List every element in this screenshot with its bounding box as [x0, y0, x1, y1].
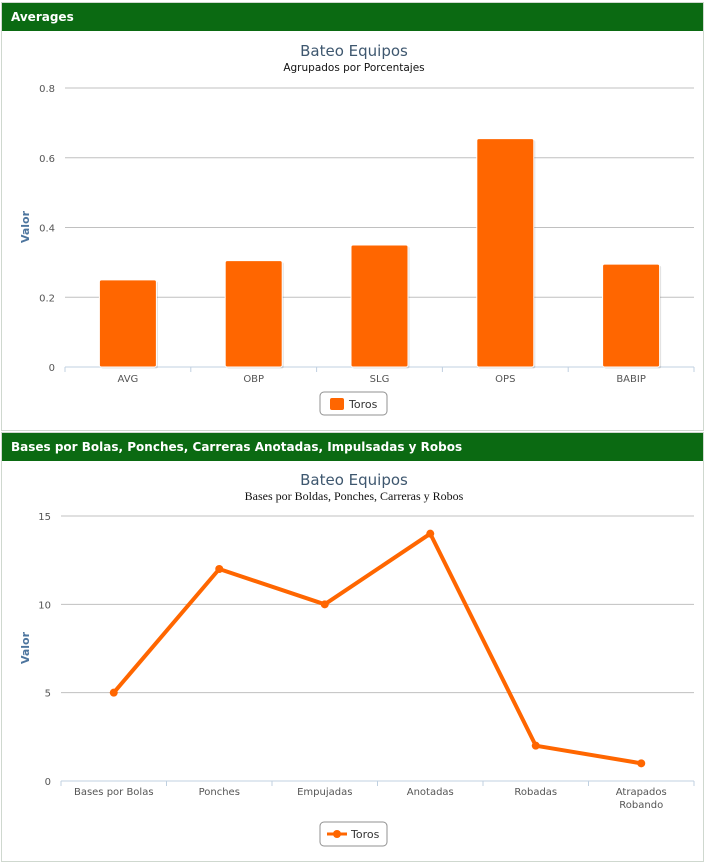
bases-panel: Bases por Bolas, Ponches, Carreras Anota… [1, 432, 704, 862]
y-tick-label: 0 [45, 777, 51, 788]
x-tick-label: Ponches [199, 787, 240, 798]
chart-title: Bateo Equipos [300, 471, 408, 489]
data-point [637, 759, 646, 768]
legend-label: Toros [350, 828, 380, 841]
bar [350, 244, 409, 368]
data-point [320, 600, 329, 609]
legend-marker [333, 830, 341, 838]
panel-header: Bases por Bolas, Ponches, Carreras Anota… [2, 433, 703, 461]
averages-panel: Averages Bateo Equipos Agrupados por Porc… [1, 2, 704, 431]
averages-bar-chart: Bateo Equipos Agrupados por Porcentajes 0 0… [19, 42, 695, 416]
data-point [426, 529, 435, 538]
bar [224, 260, 283, 368]
series-line [112, 531, 642, 766]
y-tick-label: 0.8 [39, 84, 55, 95]
legend-swatch [330, 398, 344, 410]
legend-label: Toros [348, 398, 378, 411]
chart-title: Bateo Equipos [300, 42, 408, 60]
y-axis-label: Valor [19, 631, 32, 664]
x-tick-label: Bases por Bolas [74, 787, 154, 798]
x-tick-label: Empujadas [297, 787, 352, 798]
y-tick-label: 0.4 [39, 224, 55, 235]
y-tick-label: 15 [38, 512, 51, 523]
legend: Toros [319, 391, 388, 416]
x-tick-label: OPS [495, 374, 515, 385]
y-tick-label: 0.2 [39, 293, 55, 304]
x-tick-label: Anotadas [407, 787, 454, 798]
x-tick-label: SLG [370, 374, 390, 385]
y-tick-label: 0.6 [39, 154, 55, 165]
y-tick-label: 5 [45, 689, 51, 700]
bar [476, 138, 535, 368]
data-point [531, 741, 540, 750]
x-tick-label: AVG [118, 374, 139, 385]
data-point [109, 688, 118, 697]
x-tick-label: BABIP [616, 374, 646, 385]
chart-subtitle: Bases por Boldas, Ponches, Carreras y Ro… [245, 489, 464, 503]
y-axis-label: Valor [19, 210, 32, 243]
bar [602, 263, 661, 368]
data-point [215, 565, 224, 573]
y-tick-label: 0 [49, 363, 55, 374]
legend: Toros [319, 821, 388, 847]
legend-box [319, 821, 388, 847]
x-tick-label: Atrapados Robando [616, 787, 667, 811]
chart-subtitle: Agrupados por Porcentajes [283, 62, 424, 74]
x-tick-label: OBP [243, 374, 264, 385]
y-tick-label: 10 [38, 600, 51, 611]
panel-header: Averages [2, 3, 703, 31]
bar [98, 279, 157, 368]
x-tick-label: Robadas [514, 787, 557, 798]
